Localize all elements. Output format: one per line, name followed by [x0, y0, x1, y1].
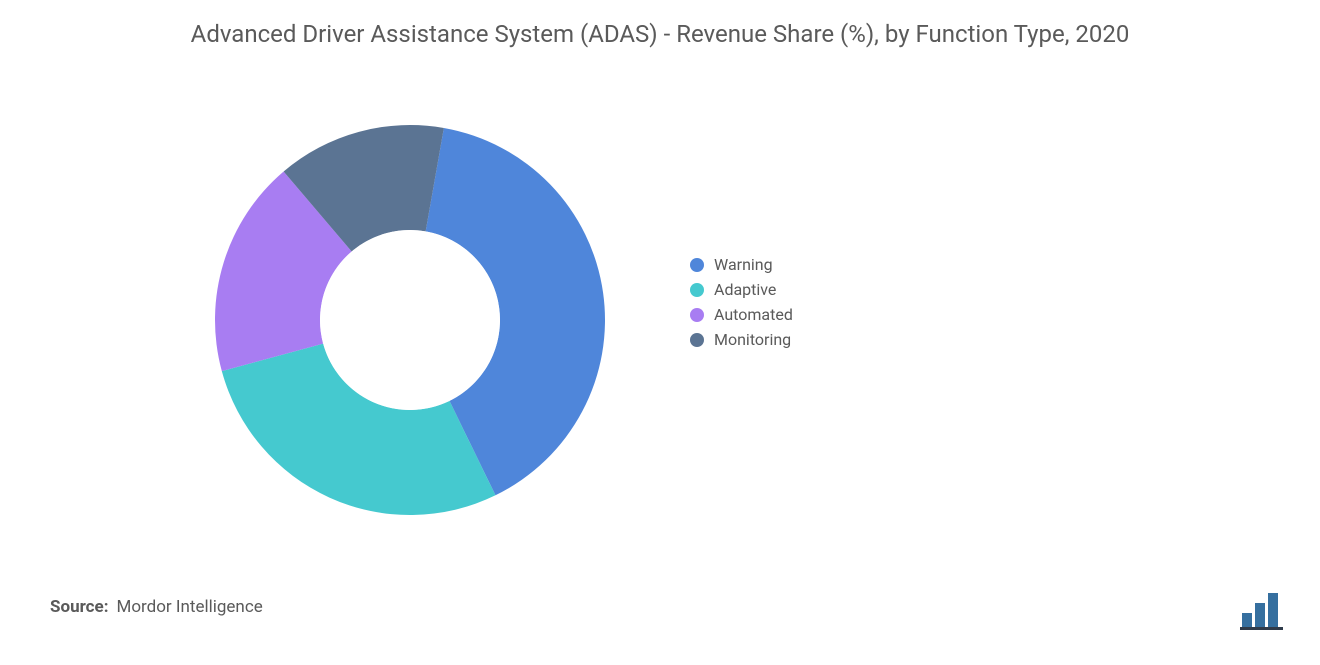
legend-swatch-monitoring: [690, 333, 704, 347]
legend-item-adaptive: Adaptive: [690, 280, 793, 299]
source-label: Source:: [50, 597, 108, 617]
logo-bar-1: [1255, 603, 1265, 627]
legend-label-warning: Warning: [714, 255, 773, 274]
legend-item-warning: Warning: [690, 255, 793, 274]
legend-item-automated: Automated: [690, 305, 793, 324]
chart-title-container: Advanced Driver Assistance System (ADAS)…: [0, 0, 1320, 52]
source-line: Source: Mordor Intelligence: [50, 597, 263, 617]
legend-label-automated: Automated: [714, 305, 793, 324]
legend-swatch-automated: [690, 308, 704, 322]
chart-area: Warning Adaptive Automated Monitoring: [0, 100, 1320, 560]
donut-chart: [200, 110, 620, 530]
legend: Warning Adaptive Automated Monitoring: [690, 255, 793, 355]
legend-item-monitoring: Monitoring: [690, 330, 793, 349]
chart-title: Advanced Driver Assistance System (ADAS)…: [120, 18, 1200, 52]
logo-baseline: [1240, 627, 1283, 630]
donut-hole: [320, 230, 500, 410]
logo-bar-0: [1242, 613, 1252, 627]
mordor-logo: [1240, 587, 1290, 635]
legend-label-monitoring: Monitoring: [714, 330, 791, 349]
legend-label-adaptive: Adaptive: [714, 280, 776, 299]
legend-swatch-adaptive: [690, 283, 704, 297]
legend-swatch-warning: [690, 258, 704, 272]
source-text: Mordor Intelligence: [116, 597, 262, 617]
logo-bar-2: [1268, 593, 1278, 627]
